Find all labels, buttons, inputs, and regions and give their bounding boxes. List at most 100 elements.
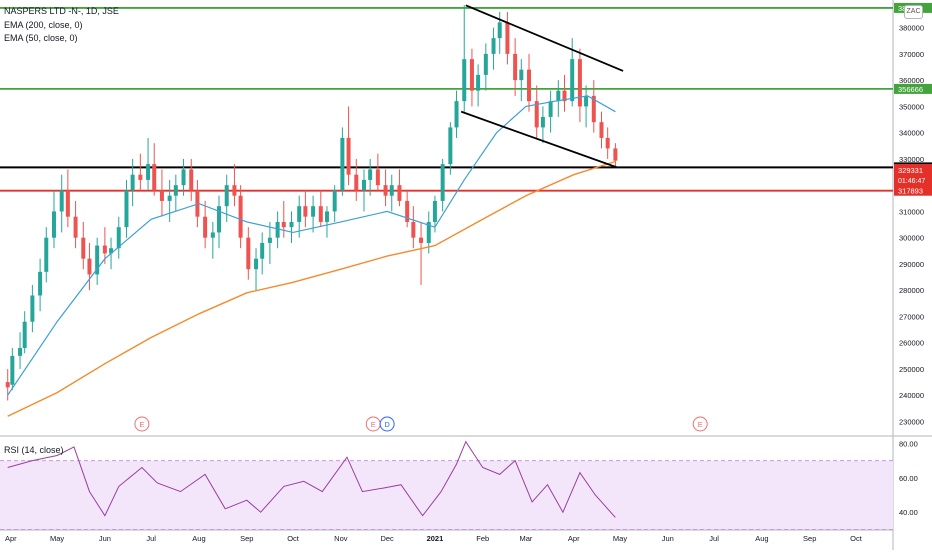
time-tick-label: May: [613, 534, 627, 543]
candle-body: [5, 382, 10, 388]
candle-body: [289, 221, 294, 228]
candle-body: [397, 185, 402, 201]
candle-body: [22, 321, 27, 348]
level-tag-label: 356666: [898, 85, 923, 94]
candle-body: [318, 206, 323, 222]
candle-body: [30, 295, 35, 322]
level-tag: [894, 83, 932, 94]
candle-body: [18, 347, 23, 356]
candle-body: [534, 101, 539, 128]
time-tick-label: Apr: [568, 534, 580, 543]
candle-body: [102, 245, 107, 254]
candle-body: [203, 216, 208, 238]
candle-body: [476, 74, 481, 91]
candle-body: [65, 190, 70, 217]
candle-body: [267, 237, 272, 243]
price-tick-label: 250000: [899, 365, 924, 374]
last-price-tag: [894, 164, 932, 186]
candle-body: [497, 22, 502, 39]
trend-channel-line: [460, 110, 618, 169]
candle-body: [613, 148, 618, 161]
time-tick-label: Aug: [755, 534, 768, 543]
candle-body: [411, 221, 416, 238]
currency-badge[interactable]: ZAC: [904, 5, 923, 19]
candle-body: [591, 95, 596, 123]
candle-body: [556, 90, 561, 102]
time-tick-label: Dec: [380, 534, 394, 543]
candle-body: [483, 53, 488, 75]
candle-body: [548, 101, 553, 117]
candle-body: [605, 137, 610, 149]
candle-body: [440, 164, 445, 201]
candle-body: [173, 185, 178, 196]
time-tick-label: 2021: [427, 534, 444, 543]
trend-channel-line: [465, 4, 624, 72]
time-tick-label: Jun: [662, 534, 674, 543]
candle-body: [354, 174, 359, 191]
candle-body: [38, 271, 43, 296]
candle-body: [189, 169, 194, 191]
candle-body: [562, 90, 567, 102]
price-tick-label: 280000: [899, 286, 924, 295]
candle-body: [238, 195, 243, 238]
candle-body: [324, 211, 329, 222]
time-tick-label: Oct: [850, 534, 863, 543]
candle-body: [297, 206, 302, 222]
candle-body: [527, 69, 532, 102]
candle-body: [513, 53, 518, 81]
event-marker-label: E: [371, 420, 376, 429]
candle-body: [340, 137, 345, 191]
candle-body: [505, 22, 510, 54]
candle-body: [540, 116, 545, 128]
event-marker: [379, 416, 395, 432]
legend-ema200: EMA (200, close, 0): [4, 20, 83, 30]
rsi-tick-label: 60.00: [899, 474, 918, 483]
candle-body: [159, 190, 164, 201]
candle-body: [81, 237, 86, 259]
candle-body: [152, 164, 157, 191]
candle-body: [130, 174, 135, 191]
candle-body: [454, 101, 459, 128]
candle-body: [210, 232, 215, 238]
price-tick-label: 310000: [899, 207, 924, 216]
candle-body: [448, 127, 453, 165]
price-tick-label: 360000: [899, 76, 924, 85]
candle-body: [116, 227, 121, 249]
time-tick-label: Sep: [803, 534, 816, 543]
candle-body: [491, 38, 496, 54]
candle-body: [275, 221, 280, 238]
time-tick-label: Jul: [709, 534, 719, 543]
time-tick-label: Jun: [99, 534, 111, 543]
candle-body: [260, 242, 265, 259]
candle-body: [124, 190, 129, 228]
price-tick-label: 380000: [899, 24, 924, 33]
time-tick-label: Nov: [334, 534, 348, 543]
candle-body: [311, 206, 316, 217]
last-price-label: 329331: [898, 166, 923, 175]
price-tick-label: 300000: [899, 234, 924, 243]
candle-body: [432, 200, 437, 222]
candle-body: [570, 59, 575, 102]
legend-ema50: EMA (50, close, 0): [4, 33, 78, 43]
time-tick-label: Feb: [476, 534, 489, 543]
candle-body: [10, 355, 15, 385]
candle-body: [303, 206, 308, 217]
time-tick-label: Oct: [287, 534, 300, 543]
rsi-label: RSI (14, close): [4, 445, 64, 455]
candle-body: [405, 200, 410, 222]
candle-body: [584, 95, 589, 107]
time-tick-label: Aug: [192, 534, 205, 543]
candle-body: [224, 185, 229, 207]
candle-body: [383, 185, 388, 196]
event-marker: [134, 416, 150, 432]
candle-body: [426, 221, 431, 243]
time-tick-label: Sep: [240, 534, 253, 543]
candle-body: [281, 221, 286, 228]
price-tick-label: 230000: [899, 417, 924, 426]
rsi-tick-label: 80.00: [899, 439, 918, 448]
event-marker-label: D: [384, 420, 390, 429]
candle-body: [332, 190, 337, 212]
price-tick-label: 290000: [899, 260, 924, 269]
